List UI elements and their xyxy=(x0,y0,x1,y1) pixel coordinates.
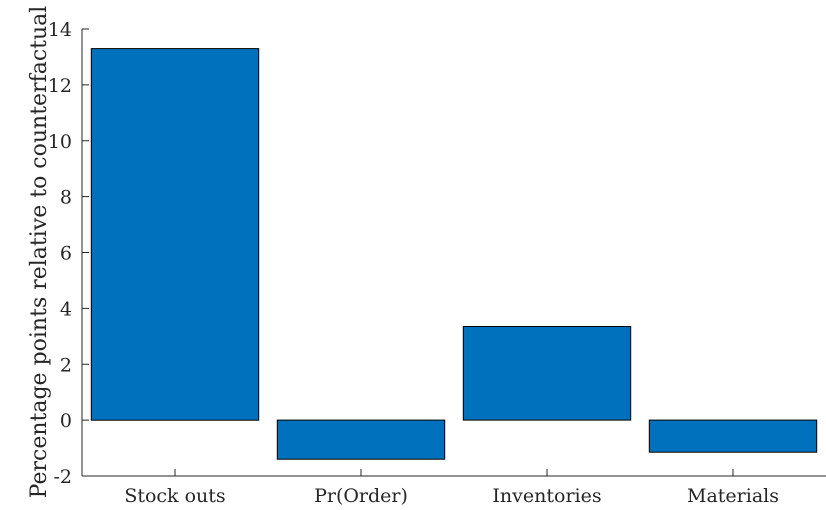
x-tick-label: Materials xyxy=(687,485,779,507)
y-tick-label: -2 xyxy=(53,466,72,488)
y-tick-label: 6 xyxy=(60,243,72,265)
bar-stock-outs xyxy=(90,48,260,421)
y-tick-label: 14 xyxy=(48,19,72,41)
y-ticks-group: -2 0 2 4 6 8 10 12 14 xyxy=(48,19,89,488)
bar-inventories xyxy=(462,326,632,421)
bar-materials xyxy=(648,419,818,453)
y-tick-label: 8 xyxy=(60,187,72,209)
y-tick-label: 0 xyxy=(60,410,72,432)
x-tick-label: Pr(Order) xyxy=(314,485,408,507)
y-axis-label: Percentage points relative to counterfac… xyxy=(27,6,52,499)
y-tick-label: 2 xyxy=(60,354,72,376)
x-tick-label: Stock outs xyxy=(124,485,225,507)
x-ticks-group: Stock outs Pr(Order) Inventories Materials xyxy=(124,469,779,507)
y-tick-label: 12 xyxy=(48,75,72,97)
y-tick-label: 4 xyxy=(60,298,72,320)
bars-group xyxy=(90,48,818,460)
x-tick-label: Inventories xyxy=(492,485,601,507)
y-tick-label: 10 xyxy=(48,131,72,153)
bar-pr-order xyxy=(276,419,446,460)
